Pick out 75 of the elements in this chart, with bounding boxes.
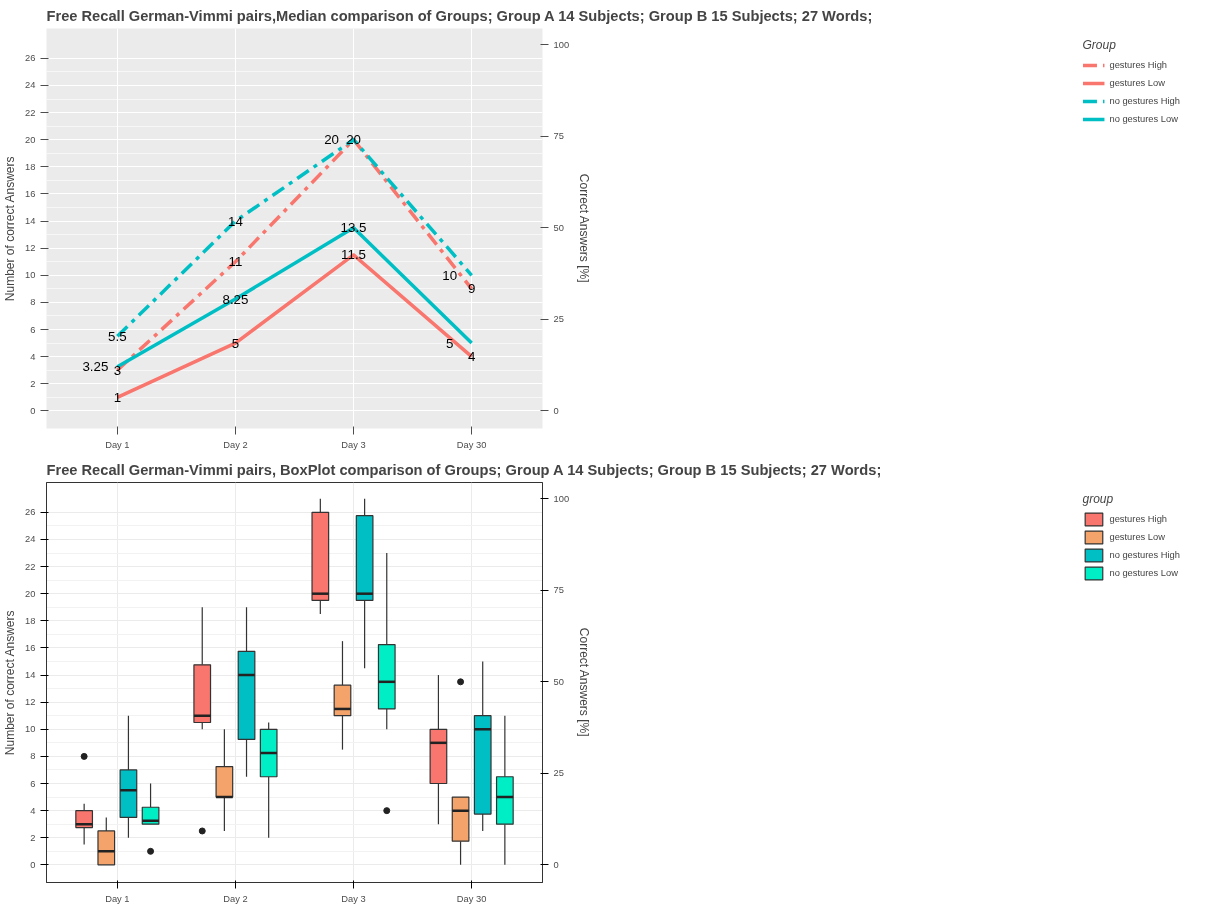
y-tick-label: 14 <box>25 670 36 681</box>
y-tick-label: 10 <box>25 724 36 735</box>
y2-tick-label: 0 <box>553 859 559 870</box>
y2-tick-label: 75 <box>553 131 564 142</box>
y-tick-label: 16 <box>25 642 36 653</box>
y-tick-label: 12 <box>25 697 36 708</box>
y-axis-title: Number of correct Answers <box>3 156 18 302</box>
y-tick-label: 20 <box>25 134 36 145</box>
data-label: 11 <box>228 254 243 270</box>
y-tick-label: 2 <box>30 832 36 843</box>
y2-tick-label: 100 <box>553 493 570 504</box>
chart-title: Free Recall German-Vimmi pairs,Median comparison of Groups; Group A 14 Subjects; Group B 15 Subjects; 27 Words; <box>46 7 873 24</box>
y-tick-label: 20 <box>25 588 36 599</box>
y2-axis-title: Correct Answers [%] <box>577 173 592 283</box>
data-label: 14 <box>228 213 244 229</box>
x-tick-label: Day 1 <box>105 893 130 904</box>
legend-label: gestures Low <box>1109 78 1165 88</box>
legend-label: no gestures Low <box>1109 114 1178 124</box>
data-label: 3.25 <box>82 359 109 375</box>
x-tick-label: Day 30 <box>456 893 487 904</box>
y2-tick-label: 100 <box>553 39 570 50</box>
x-tick-label: Day 1 <box>105 439 130 450</box>
y-tick-label: 24 <box>25 80 36 91</box>
y-tick-label: 26 <box>25 53 36 64</box>
y-tick-label: 0 <box>30 405 36 416</box>
y-tick-label: 0 <box>30 859 36 870</box>
x-tick-label: Day 3 <box>341 439 366 450</box>
y2-tick-label: 50 <box>553 222 564 233</box>
data-label: 11.5 <box>341 247 367 263</box>
y-tick-label: 4 <box>30 805 36 816</box>
data-label: 5 <box>231 335 240 351</box>
y2-tick-label: 50 <box>553 676 564 687</box>
y2-tick-label: 25 <box>553 768 564 779</box>
y-tick-label: 4 <box>30 351 36 362</box>
y-tick-label: 12 <box>25 243 36 254</box>
y-tick-label: 22 <box>25 107 36 118</box>
legend-title: group <box>1082 492 1115 506</box>
y-tick-label: 14 <box>25 216 36 227</box>
x-tick-label: Day 2 <box>223 439 248 450</box>
y-tick-label: 2 <box>30 378 36 389</box>
legend-title: Group <box>1082 38 1117 52</box>
data-label: 10 <box>442 267 458 283</box>
y-tick-label: 8 <box>30 297 36 308</box>
y-tick-label: 26 <box>25 507 36 518</box>
y-tick-label: 22 <box>25 561 36 572</box>
y-tick-label: 10 <box>25 270 36 281</box>
y2-tick-label: 25 <box>553 314 564 325</box>
y-tick-label: 24 <box>25 534 36 545</box>
y-tick-label: 6 <box>30 778 36 789</box>
legend-label: gestures High <box>1109 514 1168 524</box>
y-tick-label: 16 <box>25 188 36 199</box>
data-label: 4 <box>467 349 476 365</box>
x-tick-label: Day 3 <box>341 893 366 904</box>
data-label: 9 <box>467 281 476 297</box>
x-tick-label: Day 30 <box>456 439 487 450</box>
legend-label: no gestures High <box>1109 96 1180 106</box>
y-tick-label: 6 <box>30 324 36 335</box>
legend-label: gestures Low <box>1109 532 1165 542</box>
legend-label: no gestures Low <box>1109 568 1178 578</box>
legend-label: no gestures High <box>1109 550 1180 560</box>
y-axis-title: Number of correct Answers <box>3 610 18 756</box>
data-label: 3 <box>113 362 122 378</box>
y2-tick-label: 75 <box>553 585 564 596</box>
data-label: 5.5 <box>108 328 127 344</box>
data-label: 20 <box>324 132 339 148</box>
y-tick-label: 8 <box>30 751 36 762</box>
y-tick-label: 18 <box>25 615 36 626</box>
y2-tick-label: 0 <box>553 405 559 416</box>
data-label: 1 <box>113 389 122 405</box>
data-label: 5 <box>445 335 454 351</box>
x-tick-label: Day 2 <box>223 893 248 904</box>
legend-label: gestures High <box>1109 60 1168 70</box>
y2-axis-title: Correct Answers [%] <box>577 627 592 737</box>
chart-title: Free Recall German-Vimmi pairs, BoxPlot comparison of Groups; Group A 14 Subjects; Group B 15 Subjects; 27 Words; <box>46 461 882 478</box>
y-tick-label: 18 <box>25 161 36 172</box>
